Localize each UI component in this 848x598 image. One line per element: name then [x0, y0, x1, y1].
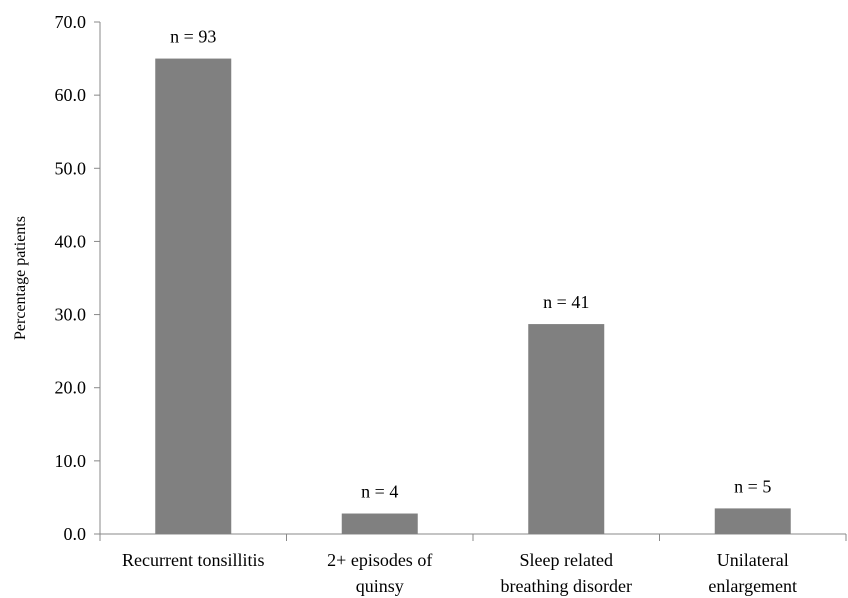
bar: [528, 324, 605, 534]
y-axis-title: Percentage patients: [12, 216, 29, 340]
category-labels: Recurrent tonsillitis 2+ episodes of quins…: [122, 550, 797, 596]
bars: [155, 58, 791, 534]
bar: [714, 508, 791, 534]
y-tick-label: 0.0: [64, 524, 87, 544]
y-axis: 0.0 10.0 20.0 30.0 40.0 50.0 60.0 70.0: [55, 12, 101, 544]
x-axis: [99, 533, 847, 541]
bar: [341, 513, 418, 534]
y-tick-label: 70.0: [55, 12, 87, 32]
data-label: n = 93: [170, 27, 216, 47]
y-tick-label: 30.0: [55, 305, 87, 325]
data-label: n = 4: [361, 482, 398, 502]
y-tick-label: 40.0: [55, 231, 87, 251]
category-label: 2+ episodes of quinsy: [327, 550, 432, 596]
data-label: n = 5: [734, 476, 771, 496]
y-tick-label: 20.0: [55, 378, 87, 398]
category-label: Unilateral enlargement: [708, 550, 797, 596]
bar: [155, 58, 232, 534]
category-label: Sleep related breathing disorder: [501, 550, 632, 596]
y-tick-label: 10.0: [55, 451, 87, 471]
data-labels: n = 93 n = 4 n = 41 n = 5: [170, 27, 771, 502]
data-label: n = 41: [543, 292, 589, 312]
y-tick-label: 60.0: [55, 85, 87, 105]
y-tick-label: 50.0: [55, 158, 87, 178]
category-label: Recurrent tonsillitis: [122, 550, 264, 570]
